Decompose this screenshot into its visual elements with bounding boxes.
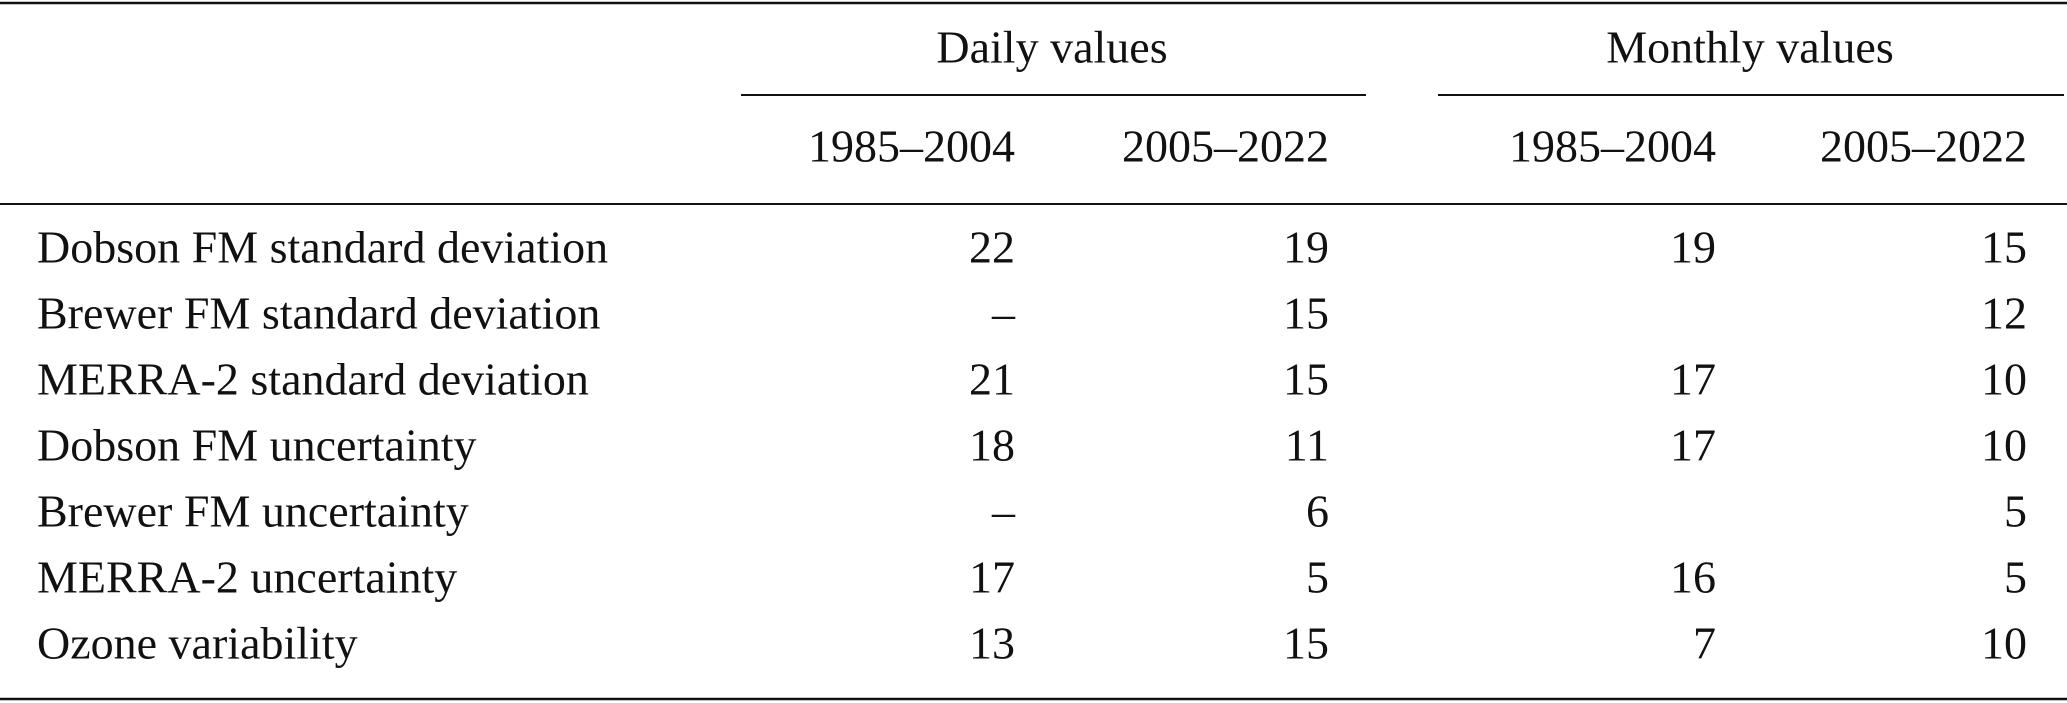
cell: 11 <box>1285 420 1329 471</box>
cell: 15 <box>1283 354 1329 405</box>
cell: 16 <box>1670 552 1716 603</box>
cell: 13 <box>969 618 1015 669</box>
cell: – <box>991 486 1016 537</box>
group-header: Monthly values <box>1606 22 1893 73</box>
row-label: Brewer FM standard deviation <box>37 288 600 339</box>
row-label: MERRA-2 standard deviation <box>37 354 589 405</box>
row-label: Dobson FM standard deviation <box>37 222 608 273</box>
cell: 17 <box>969 552 1015 603</box>
cell: 17 <box>1670 354 1716 405</box>
cell: 6 <box>1306 486 1329 537</box>
column-header: 1985–2004 <box>808 121 1015 172</box>
cell: 5 <box>2004 552 2027 603</box>
row-label: MERRA-2 uncertainty <box>37 552 457 603</box>
column-header: 2005–2022 <box>1122 121 1329 172</box>
cell: 12 <box>1981 288 2027 339</box>
row-label: Brewer FM uncertainty <box>37 486 469 537</box>
group-header: Daily values <box>936 22 1167 73</box>
cell: 15 <box>1283 288 1329 339</box>
cell: 15 <box>1283 618 1329 669</box>
cell: 21 <box>969 354 1015 405</box>
cell: 7 <box>1693 618 1716 669</box>
column-header: 1985–2004 <box>1509 121 1716 172</box>
cell: 18 <box>969 420 1015 471</box>
cell: 15 <box>1981 222 2027 273</box>
cell: 19 <box>1670 222 1716 273</box>
cell: 10 <box>1981 420 2027 471</box>
cell: 22 <box>969 222 1015 273</box>
cell: 5 <box>2004 486 2027 537</box>
cell: 5 <box>1306 552 1329 603</box>
cell: – <box>991 288 1016 339</box>
cell: 10 <box>1981 618 2027 669</box>
cell: 10 <box>1981 354 2027 405</box>
cell: 19 <box>1283 222 1329 273</box>
column-header: 2005–2022 <box>1820 121 2027 172</box>
cell: 17 <box>1670 420 1716 471</box>
row-label: Ozone variability <box>37 618 358 669</box>
row-label: Dobson FM uncertainty <box>37 420 477 471</box>
